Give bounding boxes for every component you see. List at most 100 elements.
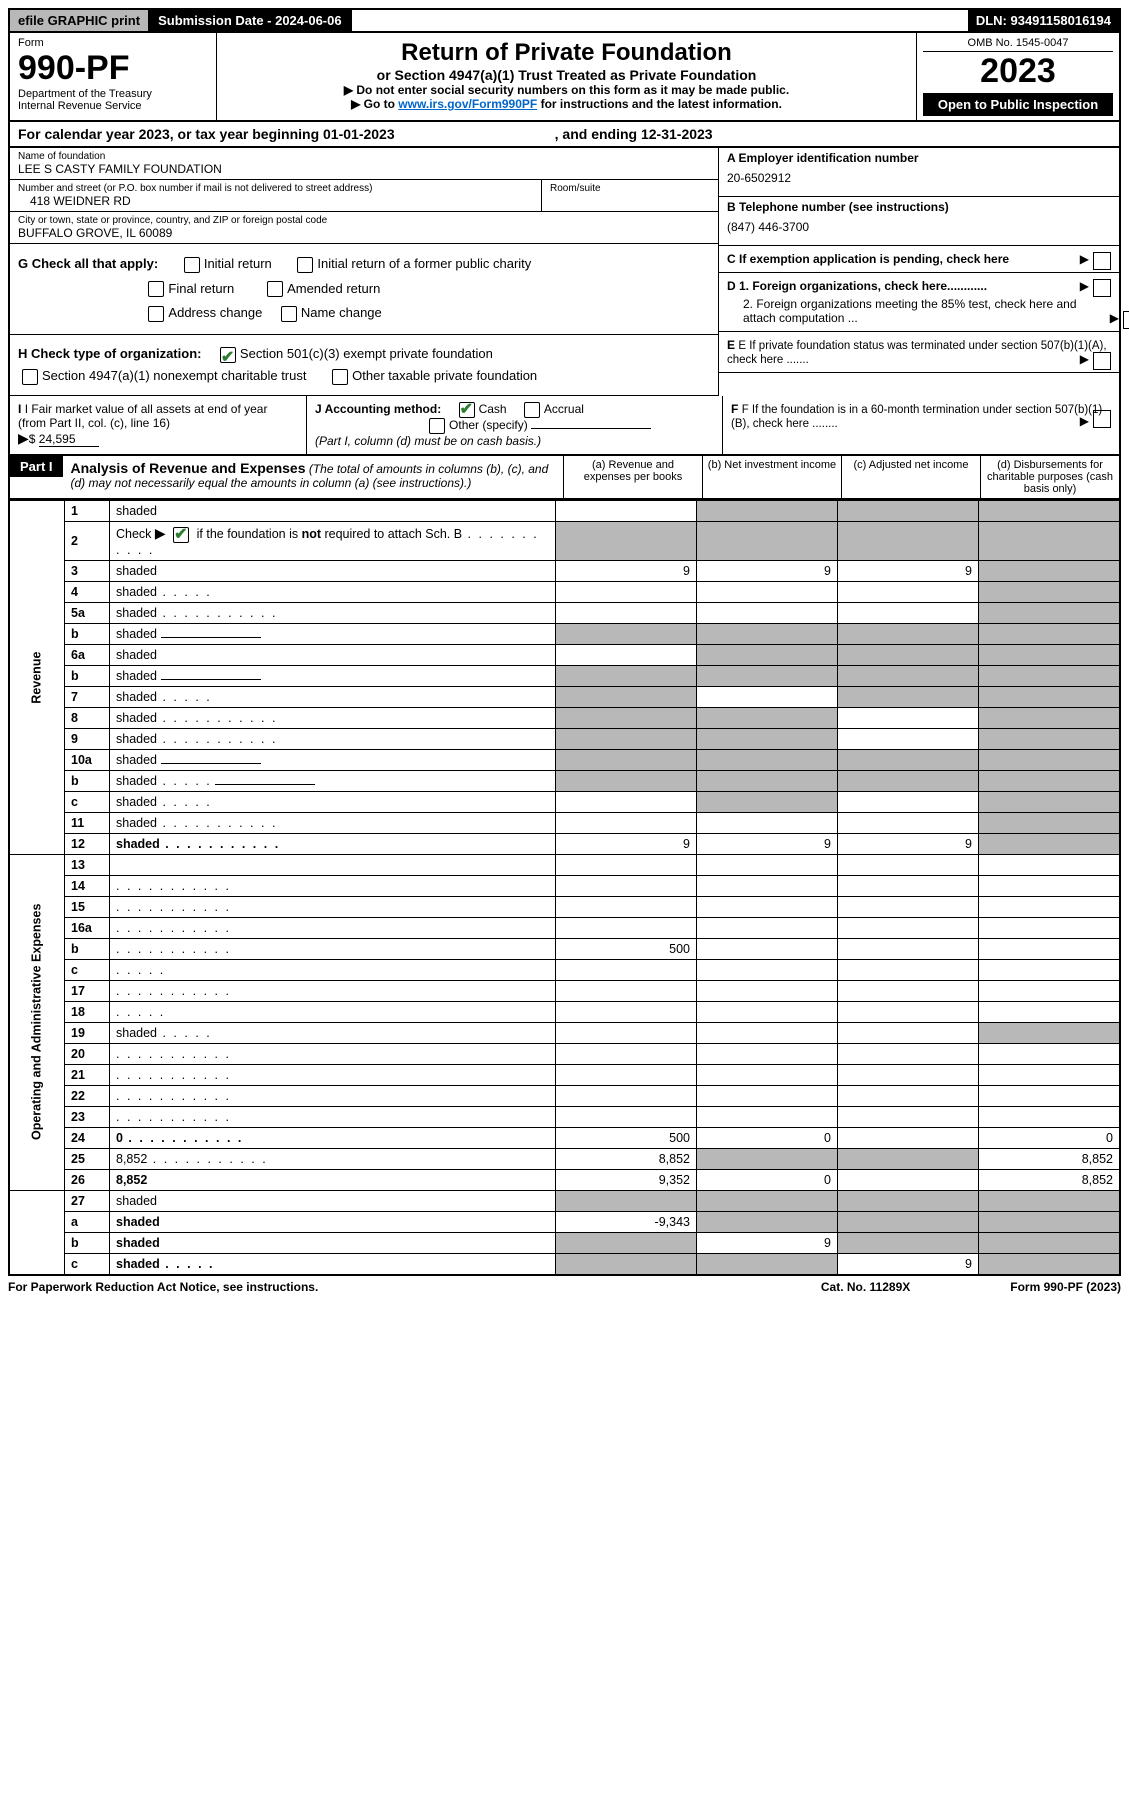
amt-cell — [838, 896, 979, 917]
amt-cell — [979, 1106, 1121, 1127]
amt-cell — [556, 522, 697, 561]
line-desc — [110, 1043, 556, 1064]
chk-501c3[interactable] — [220, 347, 236, 363]
chk-sch-b[interactable] — [173, 527, 189, 543]
amt-cell — [697, 896, 838, 917]
line-number: 9 — [65, 728, 110, 749]
section-c: C If exemption application is pending, c… — [719, 246, 1119, 273]
line-desc: 8,852 — [110, 1169, 556, 1190]
section-i: I I Fair market value of all assets at e… — [10, 396, 307, 454]
line-number: 7 — [65, 686, 110, 707]
line-desc: shaded — [110, 833, 556, 854]
amt-cell — [979, 665, 1121, 686]
amt-cell — [979, 959, 1121, 980]
line-desc: shaded — [110, 707, 556, 728]
line-desc: Check ▶ if the foundation is not require… — [110, 522, 556, 561]
amt-cell: 500 — [556, 938, 697, 959]
amt-cell — [838, 770, 979, 791]
line-number: 21 — [65, 1064, 110, 1085]
amt-cell — [697, 917, 838, 938]
amt-cell: 9 — [697, 560, 838, 581]
amt-cell — [556, 896, 697, 917]
amt-cell — [838, 501, 979, 522]
line-desc: 0 — [110, 1127, 556, 1148]
chk-amended-return[interactable] — [267, 281, 283, 297]
amt-cell — [556, 1190, 697, 1211]
chk-4947a1[interactable] — [22, 369, 38, 385]
chk-other-method[interactable] — [429, 418, 445, 434]
side-label: Operating and Administrative Expenses — [9, 854, 65, 1190]
table-row: cshaded — [9, 791, 1120, 812]
amt-cell — [979, 749, 1121, 770]
amt-cell — [838, 1211, 979, 1232]
table-row: 258,8528,8528,852 — [9, 1148, 1120, 1169]
line-number: 22 — [65, 1085, 110, 1106]
amt-cell — [697, 749, 838, 770]
line-number: 23 — [65, 1106, 110, 1127]
amt-cell — [838, 623, 979, 644]
table-row: Operating and Administrative Expenses13 — [9, 854, 1120, 875]
line-number: 11 — [65, 812, 110, 833]
instr-line-1: ▶ Do not enter social security numbers o… — [227, 83, 906, 97]
irs-label: Internal Revenue Service — [18, 100, 208, 112]
table-row: 5ashaded — [9, 602, 1120, 623]
line-desc — [110, 959, 556, 980]
arrow-icon: ▶ — [1110, 311, 1119, 325]
line-number: 1 — [65, 501, 110, 522]
table-row: cshaded9 — [9, 1253, 1120, 1275]
chk-address-change[interactable] — [148, 306, 164, 322]
efile-print-button[interactable]: efile GRAPHIC print — [10, 10, 150, 31]
line-number: 20 — [65, 1043, 110, 1064]
open-to-public: Open to Public Inspection — [923, 93, 1113, 116]
amt-cell — [556, 1043, 697, 1064]
amt-cell — [838, 1043, 979, 1064]
amt-cell — [838, 1148, 979, 1169]
chk-initial-return[interactable] — [184, 257, 200, 273]
table-row: 14 — [9, 875, 1120, 896]
line-number: 3 — [65, 560, 110, 581]
amt-cell: 0 — [979, 1127, 1121, 1148]
chk-60-month[interactable] — [1093, 410, 1111, 428]
amt-cell — [697, 1106, 838, 1127]
arrow-icon: ▶ — [18, 430, 29, 446]
amt-cell — [979, 707, 1121, 728]
line-number: 10a — [65, 749, 110, 770]
table-row: bshaded — [9, 665, 1120, 686]
amt-cell — [697, 602, 838, 623]
chk-accrual[interactable] — [524, 402, 540, 418]
chk-other-taxable[interactable] — [332, 369, 348, 385]
chk-initial-former[interactable] — [297, 257, 313, 273]
line-desc: shaded — [110, 1253, 556, 1275]
amt-cell — [697, 665, 838, 686]
line-desc: shaded — [110, 501, 556, 522]
line-number: 5a — [65, 602, 110, 623]
amt-cell — [556, 1232, 697, 1253]
chk-name-change[interactable] — [281, 306, 297, 322]
city-label: City or town, state or province, country… — [18, 215, 710, 226]
chk-final-return[interactable] — [148, 281, 164, 297]
amt-cell — [697, 686, 838, 707]
line-desc: shaded — [110, 602, 556, 623]
chk-foreign-85pct[interactable] — [1123, 311, 1129, 329]
amt-cell — [556, 602, 697, 623]
amt-cell: 8,852 — [556, 1148, 697, 1169]
chk-cash[interactable] — [459, 402, 475, 418]
irs-link[interactable]: www.irs.gov/Form990PF — [398, 97, 537, 111]
amt-cell — [979, 602, 1121, 623]
amt-cell — [556, 854, 697, 875]
section-g: G Check all that apply: Initial return I… — [10, 244, 718, 335]
amt-cell — [697, 770, 838, 791]
section-j: J Accounting method: Cash Accrual Other … — [307, 396, 722, 454]
chk-exemption-pending[interactable] — [1093, 252, 1111, 270]
chk-status-terminated[interactable] — [1093, 352, 1111, 370]
amt-cell — [838, 1022, 979, 1043]
amt-cell: 9 — [838, 833, 979, 854]
amt-cell — [979, 644, 1121, 665]
line-desc — [110, 1106, 556, 1127]
amt-cell — [838, 980, 979, 1001]
amt-cell — [979, 1043, 1121, 1064]
chk-foreign-org[interactable] — [1093, 279, 1111, 297]
amt-cell: 9 — [556, 560, 697, 581]
table-row: 17 — [9, 980, 1120, 1001]
part-label: Part I — [10, 456, 63, 477]
